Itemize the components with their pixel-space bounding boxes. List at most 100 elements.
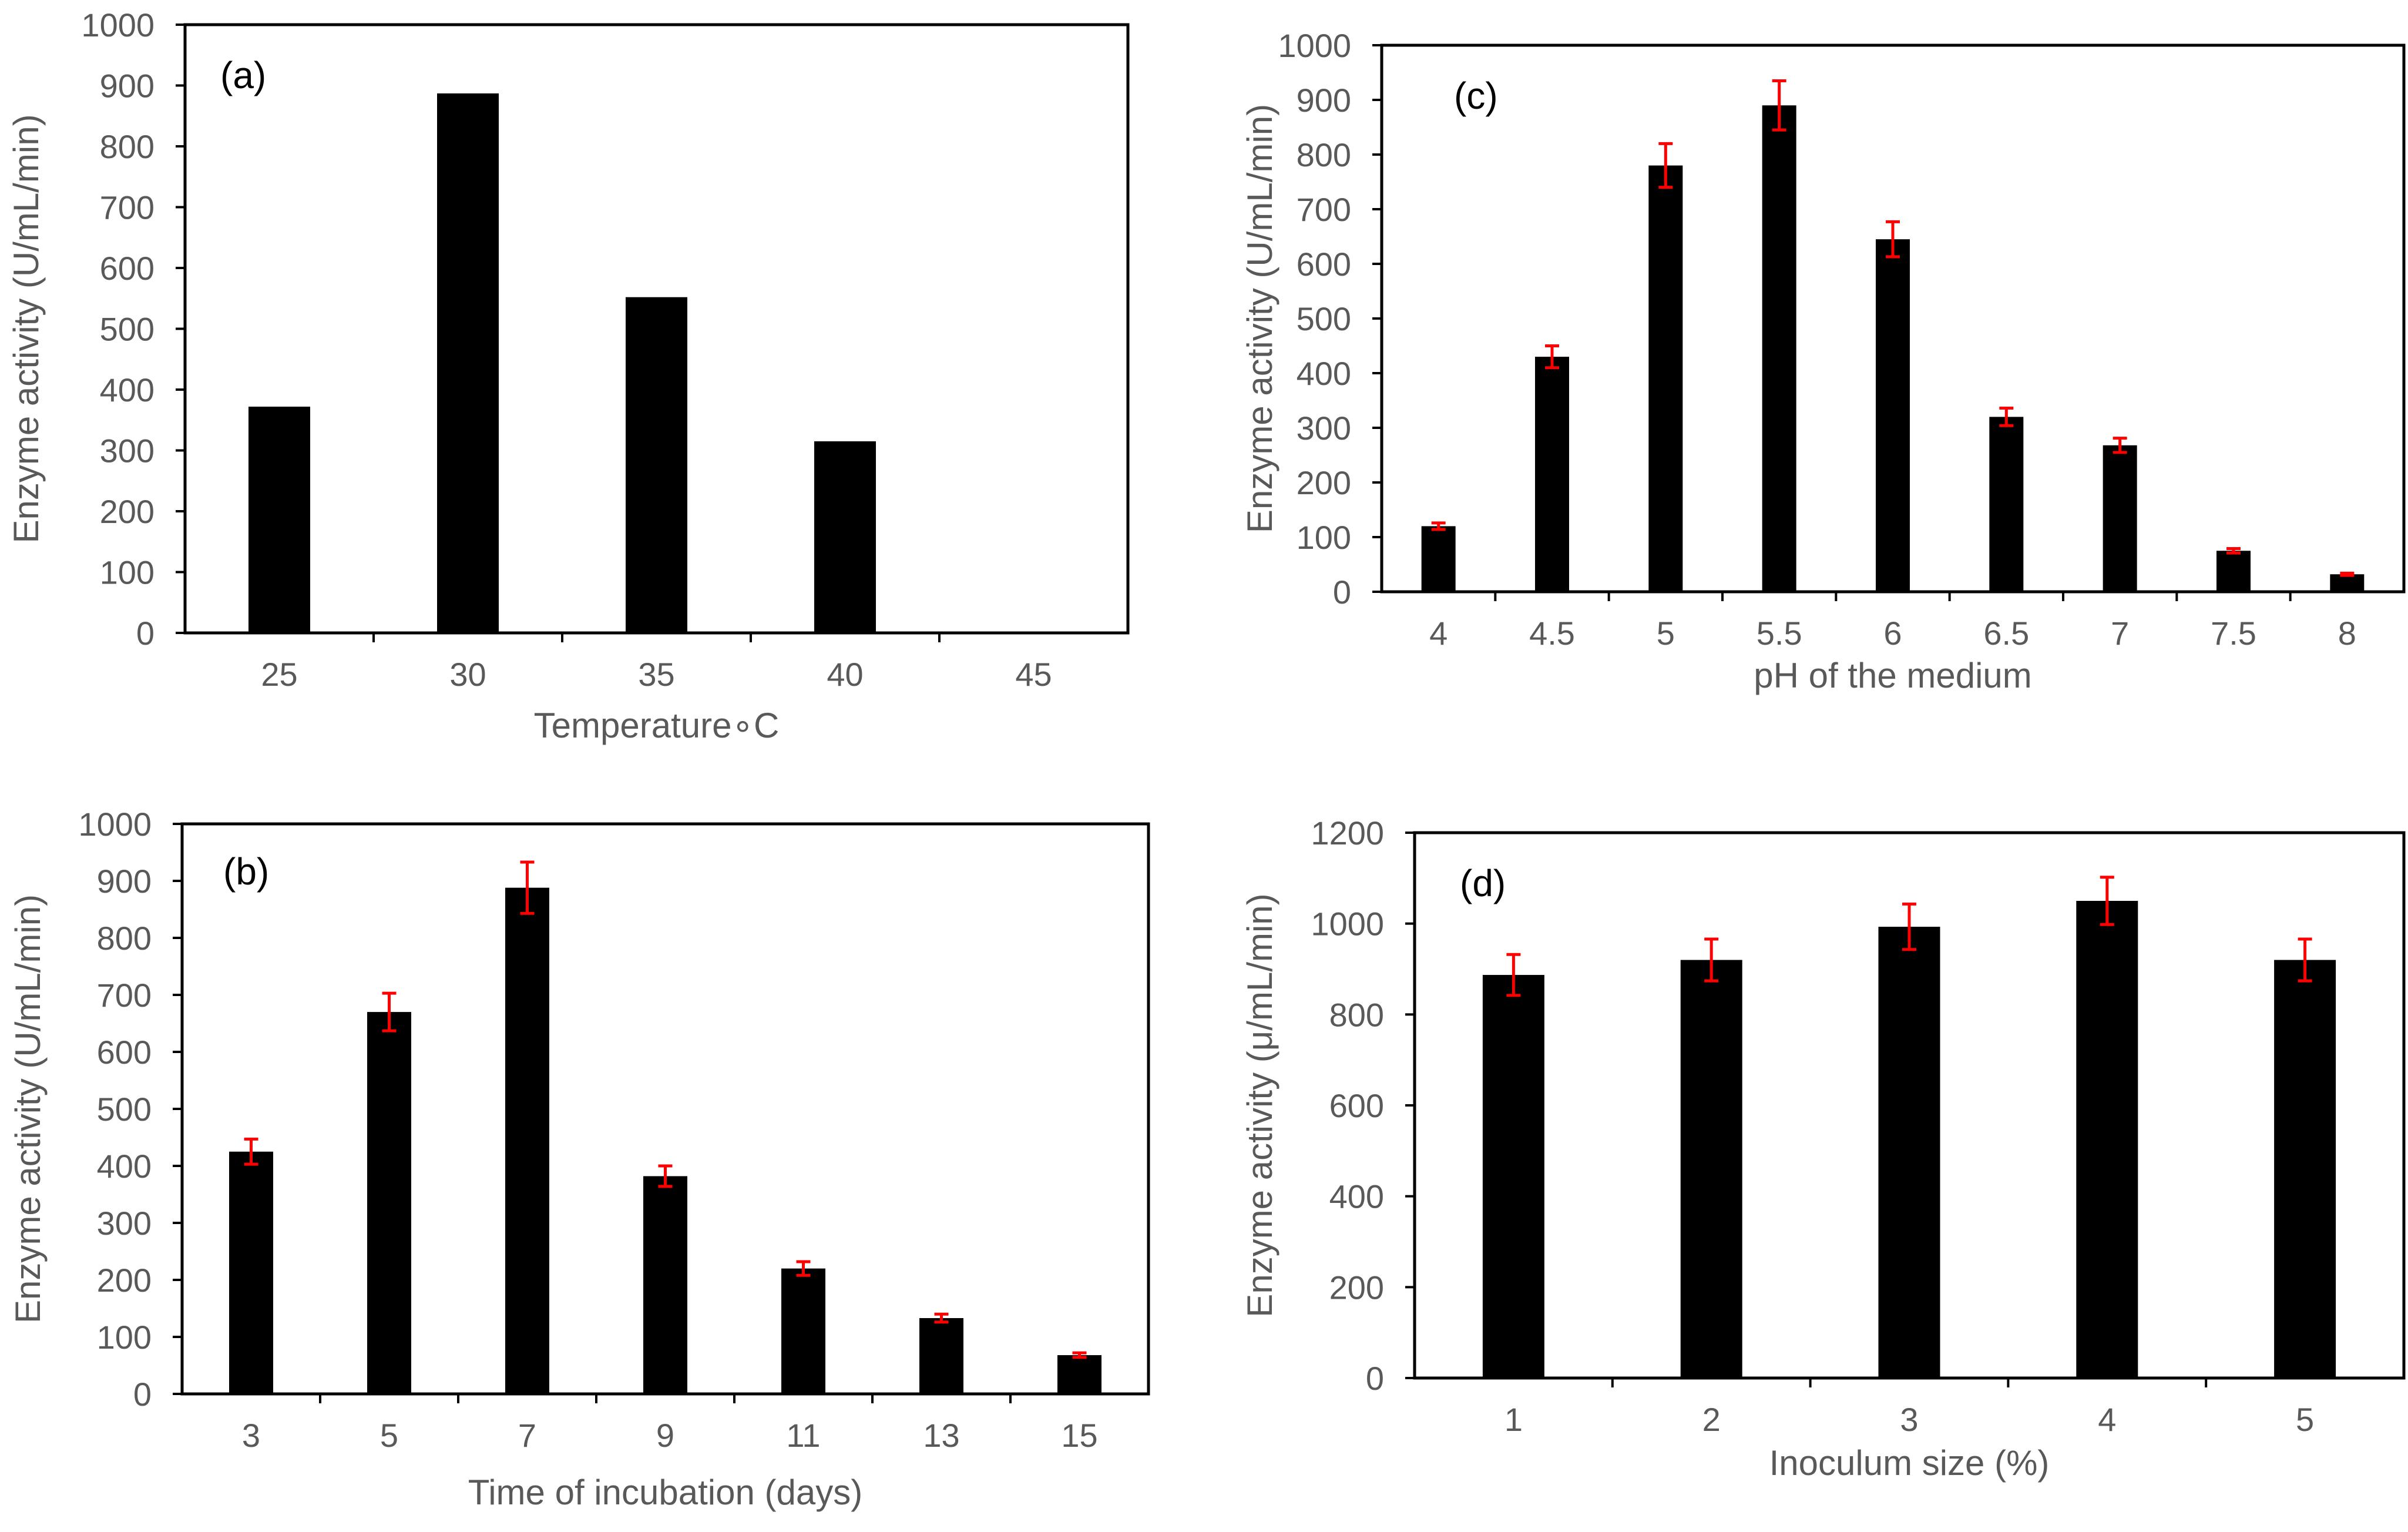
error-bar <box>382 991 397 1032</box>
bar <box>2076 901 2138 1378</box>
y-tick-label: 1000 <box>1311 906 1384 943</box>
error-bar <box>520 860 535 915</box>
y-tick-label: 600 <box>97 1034 152 1071</box>
panel-label: (c) <box>1454 75 1498 117</box>
x-tick-label: 25 <box>261 656 297 693</box>
x-tick-label: 15 <box>1061 1417 1097 1454</box>
panel-label: (b) <box>223 850 269 893</box>
error-bar <box>1506 953 1521 997</box>
y-tick-label: 200 <box>100 493 155 530</box>
y-tick-label: 600 <box>1297 246 1351 283</box>
y-tick-label: 500 <box>1297 300 1351 337</box>
bar <box>643 1176 687 1394</box>
bar <box>2103 445 2137 592</box>
panel-d: 0 200 400 600 800 1000 1200 1 2 3 4 5 Inoculum size … <box>1240 814 2406 1483</box>
y-tick-label: 700 <box>100 189 155 226</box>
x-tick-label: 3 <box>1900 1401 1918 1438</box>
y-tick-label: 0 <box>1366 1360 1384 1397</box>
error-bar <box>658 1164 673 1188</box>
error-bar <box>934 1312 949 1324</box>
y-tick-label: 300 <box>100 433 155 470</box>
x-tick-label: 6 <box>1883 615 1902 652</box>
x-axis-label: Inoculum size (%) <box>1769 1443 2050 1483</box>
y-tick-label: 900 <box>97 863 152 900</box>
error-bar <box>1999 407 2014 427</box>
y-tick-label: 100 <box>1297 519 1351 556</box>
y-tick-label: 1000 <box>78 806 152 843</box>
bar <box>2274 960 2336 1378</box>
bar <box>1762 105 1796 592</box>
bar <box>626 297 687 633</box>
x-tick-label: 4 <box>2098 1401 2116 1438</box>
bar <box>781 1268 825 1394</box>
x-tick-label: 5 <box>380 1417 398 1454</box>
x-tick-label: 9 <box>656 1417 674 1454</box>
panel-c: 0 100 200 300 400 500 600 700 800 900 1000 4 4.5 5 5.5… <box>1240 27 2406 695</box>
bar <box>1989 417 2024 592</box>
x-tick-label: 30 <box>449 656 486 693</box>
error-bar <box>1902 902 1916 951</box>
error-bar <box>2100 876 2114 926</box>
y-axis-label: Enzyme activity (μ/mL/min) <box>1240 893 1279 1317</box>
error-bar <box>1772 79 1786 132</box>
x-tick-label: 11 <box>786 1417 820 1454</box>
panel-b: 0 100 200 300 400 500 600 700 800 900 1000 3 5 7 9 11 13… <box>8 806 1150 1512</box>
x-tick-label: 4.5 <box>1529 615 1575 652</box>
error-bar <box>796 1260 811 1277</box>
y-tick-label: 700 <box>1297 191 1351 228</box>
bar <box>1057 1355 1101 1394</box>
y-tick-label: 800 <box>100 128 155 165</box>
y-tick-label: 300 <box>97 1205 152 1242</box>
bar <box>1876 239 1910 592</box>
y-tick-label: 500 <box>100 311 155 348</box>
x-tick-label: 7.5 <box>2211 615 2256 652</box>
error-bar <box>1545 344 1559 370</box>
y-tick-label: 900 <box>1297 82 1351 119</box>
x-tick-label: 1 <box>1504 1401 1523 1438</box>
error-bar <box>244 1137 258 1166</box>
x-axis-label: Temperature∘C <box>534 706 780 745</box>
x-tick-label: 5.5 <box>1757 615 1802 652</box>
y-axis-label: Enzyme activity (U/mL/min) <box>6 114 46 543</box>
y-tick-label: 700 <box>97 977 152 1014</box>
bar <box>1680 960 1742 1378</box>
x-tick-label: 3 <box>242 1417 260 1454</box>
x-tick-label: 5 <box>2296 1401 2314 1438</box>
bar <box>367 1012 411 1394</box>
error-bar <box>1658 142 1673 189</box>
error-bar <box>1704 937 1719 983</box>
x-tick-label: 45 <box>1015 656 1052 693</box>
y-tick-label: 800 <box>1297 136 1351 173</box>
y-tick-label: 800 <box>1329 996 1384 1033</box>
x-tick-label: 35 <box>638 656 674 693</box>
error-bar <box>2226 547 2241 555</box>
panel-label: (a) <box>220 54 266 96</box>
error-bar <box>2298 937 2312 983</box>
x-tick-label: 8 <box>2338 615 2356 652</box>
error-bar <box>1886 220 1900 259</box>
y-tick-label: 400 <box>1329 1178 1384 1215</box>
error-bar <box>2340 571 2355 577</box>
x-tick-label: 6.5 <box>1983 615 2029 652</box>
bar <box>1878 927 1940 1378</box>
y-tick-label: 100 <box>97 1319 152 1356</box>
y-tick-label: 600 <box>100 250 155 287</box>
x-tick-label: 4 <box>1429 615 1448 652</box>
y-tick-label: 600 <box>1329 1087 1384 1124</box>
bar <box>229 1151 273 1394</box>
bar <box>1535 357 1569 592</box>
y-tick-label: 500 <box>97 1091 152 1128</box>
panel-a: 0 100 200 300 400 500 600 700 800 900 1000 25 30 35 40… <box>6 6 1130 745</box>
error-bar <box>1431 521 1446 531</box>
y-tick-label: 1000 <box>1278 27 1351 64</box>
x-axis-label: pH of the medium <box>1754 656 2032 695</box>
y-tick-label: 0 <box>136 615 155 652</box>
x-tick-label: 7 <box>518 1417 536 1454</box>
x-tick-label: 5 <box>1657 615 1675 652</box>
panel-label: (d) <box>1460 862 1506 904</box>
bar <box>919 1318 963 1394</box>
bar <box>437 93 499 633</box>
y-tick-label: 0 <box>1333 574 1351 611</box>
bar <box>1482 975 1544 1378</box>
y-tick-label: 0 <box>133 1376 152 1413</box>
